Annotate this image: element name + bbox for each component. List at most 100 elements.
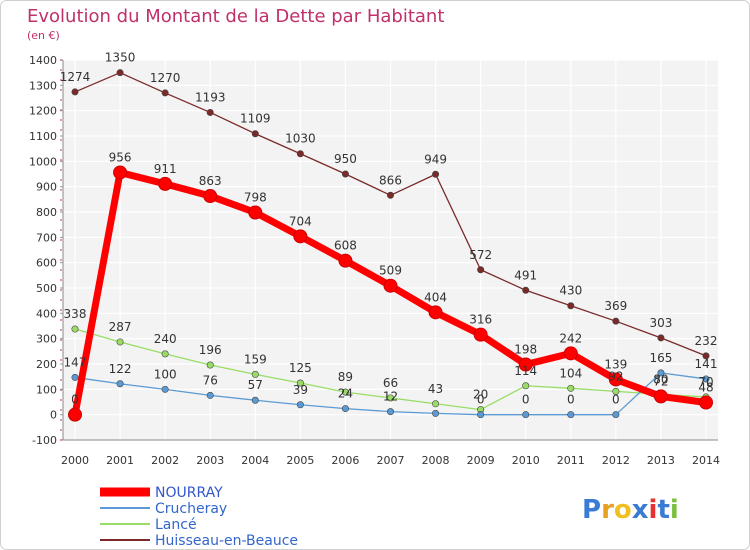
data-label: 1030 <box>285 132 316 146</box>
series-point <box>338 253 353 268</box>
series-point <box>522 382 530 390</box>
series-point <box>386 191 394 199</box>
y-axis-dot <box>60 419 62 421</box>
series-point <box>203 189 218 204</box>
series-point <box>161 385 169 393</box>
x-tick-label: 2001 <box>106 454 134 467</box>
x-tick-label: 2003 <box>196 454 224 467</box>
series-point <box>612 317 620 325</box>
x-tick-label: 2010 <box>512 454 540 467</box>
y-axis-dot <box>60 249 62 251</box>
data-label: 798 <box>244 191 267 205</box>
data-label: 0 <box>522 393 530 407</box>
chart-title: Evolution du Montant de la Dette par Hab… <box>27 6 444 27</box>
data-label: 70 <box>698 375 713 389</box>
series-point <box>428 305 443 320</box>
series-point <box>206 108 214 116</box>
x-tick-label: 2002 <box>151 454 179 467</box>
data-label: 316 <box>469 313 492 327</box>
x-tick-label: 2014 <box>692 454 720 467</box>
series-point <box>518 357 533 372</box>
series-point <box>522 286 530 294</box>
series-point <box>567 384 575 392</box>
y-axis-dot <box>60 79 62 81</box>
series-point <box>116 380 124 388</box>
x-tick-label: 2000 <box>61 454 89 467</box>
data-label: 303 <box>649 316 672 330</box>
y-axis-dot <box>60 309 62 311</box>
series-point <box>653 389 668 404</box>
x-tick-label: 2008 <box>422 454 450 467</box>
x-tick-label: 2005 <box>286 454 314 467</box>
y-axis-dot <box>60 339 62 341</box>
y-tick-label: 200 <box>36 358 57 371</box>
legend-label: NOURRAY <box>155 485 223 501</box>
series-point <box>612 411 620 419</box>
data-label: 956 <box>109 150 132 164</box>
y-axis-dot <box>60 349 62 351</box>
series-point <box>296 379 304 387</box>
data-label: 232 <box>695 334 718 348</box>
y-axis-dot <box>60 319 62 321</box>
series-point <box>251 396 259 404</box>
data-label: 242 <box>559 331 582 345</box>
y-axis-dot <box>60 139 62 141</box>
data-label: 165 <box>649 351 672 365</box>
y-axis-dot <box>60 329 62 331</box>
data-label: 491 <box>514 268 537 282</box>
data-label: 0 <box>567 393 575 407</box>
data-label: 404 <box>424 290 447 304</box>
y-axis-dot <box>60 149 62 151</box>
y-tick-label: 0 <box>50 409 57 422</box>
data-label: 104 <box>559 366 582 380</box>
chart-subtitle: (en €) <box>27 29 60 42</box>
data-label: 0 <box>71 393 79 407</box>
data-label: 1109 <box>240 112 271 126</box>
data-label: 159 <box>244 352 267 366</box>
y-axis-dot <box>60 229 62 231</box>
y-axis-dot <box>60 219 62 221</box>
data-label: 141 <box>695 357 718 371</box>
series-point <box>608 372 623 387</box>
data-label: 89 <box>338 370 353 384</box>
y-tick-label: 300 <box>36 333 57 346</box>
data-label: 24 <box>338 387 353 401</box>
series-point <box>657 369 665 377</box>
data-label: 0 <box>477 393 485 407</box>
series-point <box>341 388 349 396</box>
series-lines <box>68 69 713 422</box>
series-point <box>657 334 665 342</box>
data-label: 949 <box>424 152 447 166</box>
y-tick-label: 600 <box>36 257 57 270</box>
y-axis-dot <box>60 429 62 431</box>
data-label: 430 <box>559 284 582 298</box>
data-label: 20 <box>473 388 488 402</box>
series-point <box>248 205 263 220</box>
y-tick-label: 400 <box>36 307 57 320</box>
y-axis-dot <box>60 89 62 91</box>
data-label: 122 <box>109 362 132 376</box>
data-label: 43 <box>428 382 443 396</box>
logo-letter: o <box>614 495 632 525</box>
logo-letter: i <box>670 495 679 525</box>
data-label: 866 <box>379 173 402 187</box>
y-axis-dot <box>60 239 62 241</box>
data-label: 911 <box>154 162 177 176</box>
y-axis-dot <box>60 439 62 441</box>
series-point <box>71 325 79 333</box>
data-label: 125 <box>289 361 312 375</box>
y-tick-label: 1300 <box>29 79 57 92</box>
data-label: 572 <box>469 248 492 262</box>
y-axis-dot <box>60 69 62 71</box>
x-tick-label: 2007 <box>377 454 405 467</box>
y-axis-dot <box>60 109 62 111</box>
data-label: 72 <box>653 374 668 388</box>
y-axis-dot <box>60 289 62 291</box>
y-axis-dot <box>60 159 62 161</box>
series-point <box>251 370 259 378</box>
y-tick-label: 1100 <box>29 130 57 143</box>
series-point <box>161 89 169 97</box>
series-point <box>612 387 620 395</box>
